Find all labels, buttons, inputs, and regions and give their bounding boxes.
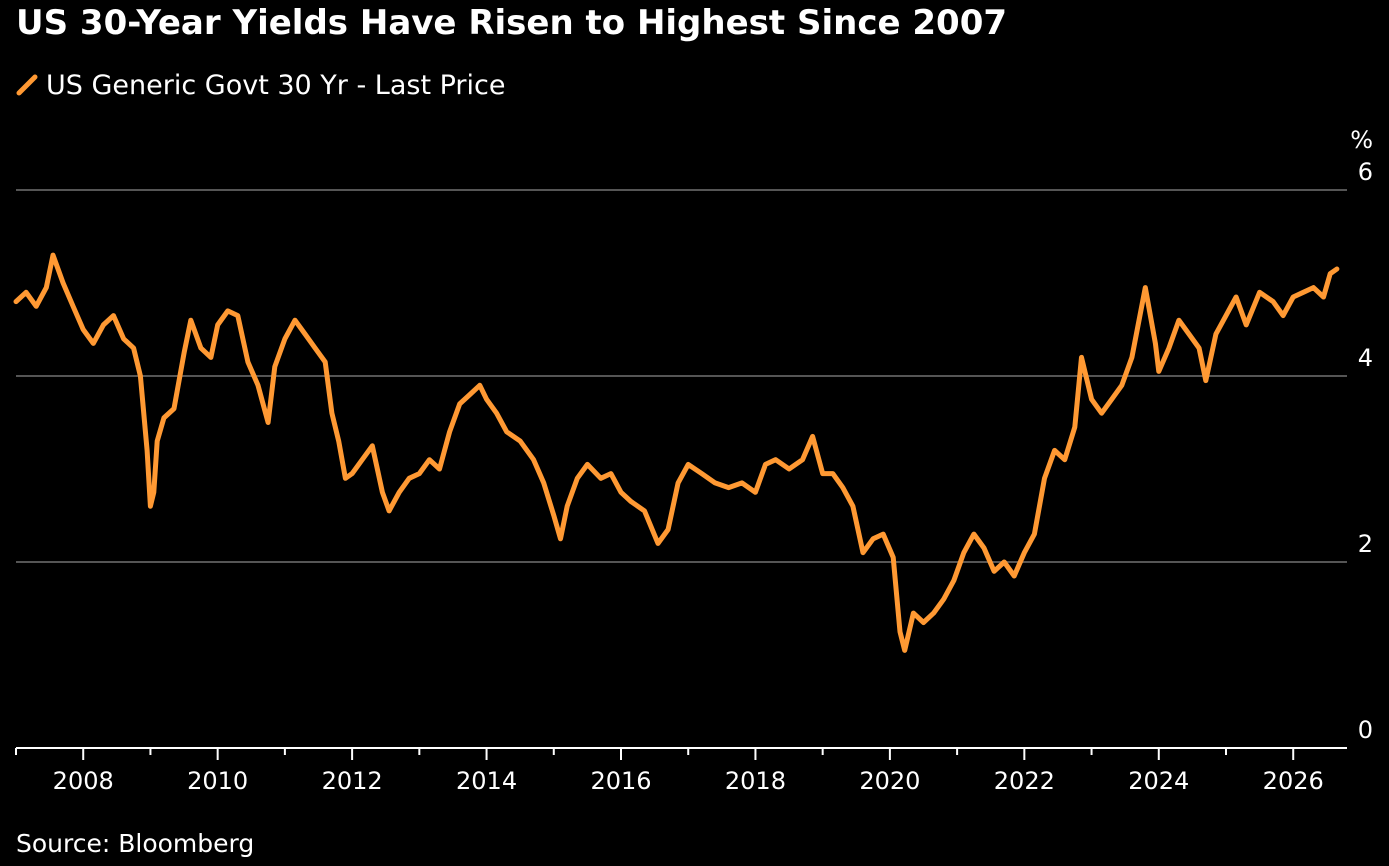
y-tick-label: 2: [1358, 530, 1373, 558]
x-tick-label: 2010: [187, 767, 248, 795]
x-tick-label: 2016: [590, 767, 651, 795]
legend-label: US Generic Govt 30 Yr - Last Price: [46, 69, 506, 101]
x-tick-label: 2018: [725, 767, 786, 795]
y-unit-label: %: [1350, 126, 1373, 154]
axis-layer: 0 2 4 6 2008 2010 2012 2014 2016 2018 2020 2022 2024…: [15, 158, 1373, 795]
y-tick-label: 0: [1358, 716, 1373, 744]
legend: US Generic Govt 30 Yr - Last Price: [16, 66, 506, 104]
source-note: Source: Bloomberg: [16, 829, 255, 858]
line-swatch-icon: [16, 74, 38, 96]
chart-title: US 30-Year Yields Have Risen to Highest …: [16, 3, 1008, 43]
y-tick-label: 6: [1358, 158, 1373, 186]
x-tick-label: 2020: [859, 767, 920, 795]
series-line-0: [13, 252, 1340, 653]
x-tick-label: 2012: [322, 767, 383, 795]
x-tick-label: 2014: [456, 767, 517, 795]
series-layer: [13, 252, 1340, 653]
y-tick-label: 4: [1358, 344, 1373, 372]
grid-layer: [16, 189, 1347, 563]
x-tick-label: 2026: [1263, 767, 1324, 795]
x-tick-label: 2022: [994, 767, 1055, 795]
x-tick-label: 2008: [53, 767, 114, 795]
x-tick-label: 2024: [1128, 767, 1189, 795]
